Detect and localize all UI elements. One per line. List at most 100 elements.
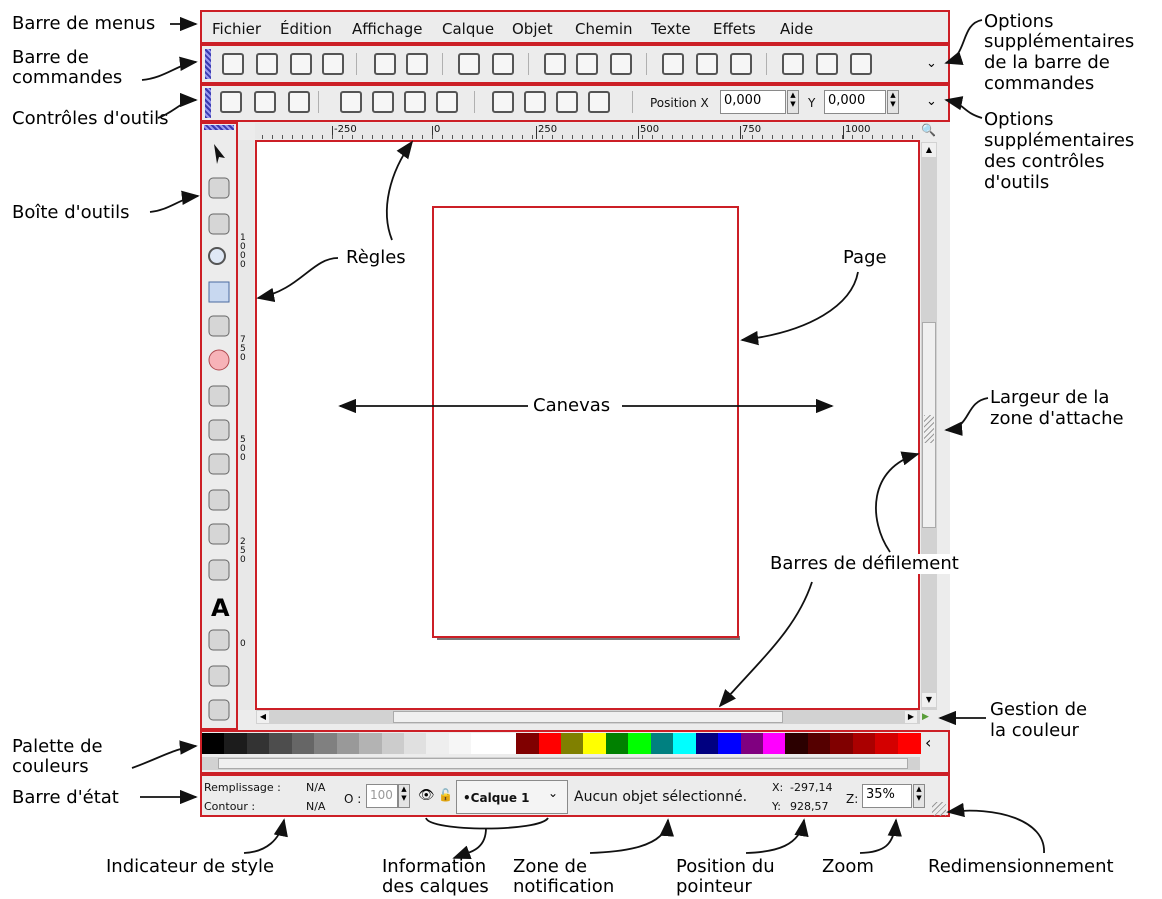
- save-icon[interactable]: [290, 53, 312, 75]
- layer-dropdown-icon[interactable]: ⌄: [548, 786, 559, 800]
- palette-swatch[interactable]: [314, 733, 338, 754]
- position-y-input[interactable]: 0,000: [824, 90, 886, 114]
- group-icon[interactable]: [782, 53, 804, 75]
- palette-swatch[interactable]: [875, 733, 899, 754]
- rotate-ccw-icon[interactable]: [340, 91, 362, 113]
- palette-swatch[interactable]: [516, 733, 540, 754]
- menu-item-3[interactable]: Calque: [442, 20, 495, 38]
- zoom-input[interactable]: 35%: [862, 784, 912, 808]
- menu-item-4[interactable]: Objet: [512, 20, 553, 38]
- menu-item-0[interactable]: Fichier: [212, 20, 262, 38]
- command-bar-grip[interactable]: [205, 49, 211, 79]
- zoom-page-icon[interactable]: [730, 53, 752, 75]
- palette-swatch[interactable]: [650, 733, 674, 754]
- tool-controls-overflow-icon[interactable]: ⌄: [926, 94, 937, 109]
- palette-swatch[interactable]: [471, 733, 495, 754]
- rotate-cw-icon[interactable]: [372, 91, 394, 113]
- horizontal-scroll-thumb[interactable]: [393, 711, 783, 723]
- palette-swatch[interactable]: [852, 733, 876, 754]
- palette-swatch[interactable]: [403, 733, 427, 754]
- palette-swatch[interactable]: [448, 733, 472, 754]
- undo-icon[interactable]: [458, 53, 480, 75]
- zoom-corner-icon[interactable]: 🔍: [921, 123, 936, 137]
- flip-h-icon[interactable]: [404, 91, 426, 113]
- layer-selector[interactable]: [456, 780, 568, 814]
- menu-item-2[interactable]: Affichage: [352, 20, 423, 38]
- flip-v-icon[interactable]: [436, 91, 458, 113]
- print-icon[interactable]: [322, 53, 344, 75]
- zoom-drawing-icon[interactable]: [696, 53, 718, 75]
- palette-swatch[interactable]: [718, 733, 741, 754]
- palette-swatch[interactable]: [785, 733, 809, 754]
- paste-icon[interactable]: [610, 53, 632, 75]
- palette-swatch[interactable]: [605, 733, 629, 754]
- layer-lock-icon[interactable]: 🔓: [438, 788, 453, 802]
- color-management-icon[interactable]: ▶: [922, 712, 929, 722]
- menu-item-7[interactable]: Effets: [713, 20, 756, 38]
- new-document-icon[interactable]: [222, 53, 244, 75]
- position-x-input[interactable]: 0,000: [720, 90, 786, 114]
- palette-swatch[interactable]: [695, 733, 719, 754]
- deselect-icon[interactable]: [288, 91, 310, 113]
- palette-swatch[interactable]: [762, 733, 786, 754]
- open-icon[interactable]: [256, 53, 278, 75]
- palette-swatch[interactable]: [830, 733, 854, 754]
- command-bar-overflow-icon[interactable]: ⌄: [926, 56, 937, 71]
- import-icon[interactable]: [374, 53, 396, 75]
- position-y-stepper[interactable]: ▲ ▼: [887, 90, 899, 114]
- vertical-ruler[interactable]: [238, 140, 254, 710]
- palette-swatch[interactable]: [269, 733, 293, 754]
- palette-scroll-thumb[interactable]: [218, 758, 908, 769]
- select-all-layers-icon[interactable]: [254, 91, 276, 113]
- opacity-input[interactable]: 100: [366, 784, 398, 808]
- palette-swatch[interactable]: [291, 733, 315, 754]
- palette-swatch[interactable]: [381, 733, 405, 754]
- scroll-down-arrow-icon[interactable]: ▼: [922, 693, 936, 707]
- duplicate-icon[interactable]: [544, 53, 566, 75]
- scroll-right-arrow-icon[interactable]: ▶: [905, 711, 917, 723]
- palette-swatch[interactable]: [538, 733, 562, 754]
- redo-icon[interactable]: [492, 53, 514, 75]
- export-icon[interactable]: [406, 53, 428, 75]
- menu-item-5[interactable]: Chemin: [575, 20, 633, 38]
- label-extra-cmd-1: Options: [984, 11, 1054, 32]
- lock-icon[interactable]: [816, 53, 838, 75]
- unlock-icon[interactable]: [850, 53, 872, 75]
- cut-icon[interactable]: [576, 53, 598, 75]
- raise-top-icon[interactable]: [492, 91, 514, 113]
- palette-swatch[interactable]: [583, 733, 607, 754]
- zoom-stepper[interactable]: ▲ ▼: [913, 784, 925, 808]
- palette-swatch[interactable]: [202, 733, 225, 754]
- select-all-icon[interactable]: [220, 91, 242, 113]
- lower-icon[interactable]: [556, 91, 578, 113]
- palette-swatch[interactable]: [807, 733, 831, 754]
- scroll-left-arrow-icon[interactable]: ◀: [257, 711, 269, 723]
- palette-swatch[interactable]: [740, 733, 764, 754]
- palette-swatch[interactable]: [673, 733, 697, 754]
- palette-swatch[interactable]: [561, 733, 584, 754]
- palette-menu-icon[interactable]: ‹: [925, 733, 932, 752]
- horizontal-ruler[interactable]: [255, 123, 920, 139]
- zoom-selection-icon[interactable]: [662, 53, 684, 75]
- palette-swatch[interactable]: [628, 733, 652, 754]
- resize-grip-icon[interactable]: [932, 802, 946, 816]
- menu-item-1[interactable]: Édition: [280, 20, 332, 38]
- snap-width-handle[interactable]: [924, 415, 934, 443]
- raise-icon[interactable]: [524, 91, 546, 113]
- layer-visibility-icon[interactable]: 👁: [418, 788, 435, 803]
- palette-swatch[interactable]: [897, 733, 921, 754]
- scroll-up-arrow-icon[interactable]: ▲: [922, 143, 936, 157]
- menu-item-6[interactable]: Texte: [651, 20, 691, 38]
- palette-swatch[interactable]: [493, 733, 517, 754]
- palette-swatch[interactable]: [224, 733, 248, 754]
- lower-bottom-icon[interactable]: [588, 91, 610, 113]
- palette-swatch[interactable]: [426, 733, 450, 754]
- palette-swatch[interactable]: [336, 733, 360, 754]
- menu-item-8[interactable]: Aide: [780, 20, 814, 38]
- toolbox-grip[interactable]: [204, 125, 234, 130]
- opacity-stepper[interactable]: ▲ ▼: [398, 784, 410, 808]
- tool-controls-grip[interactable]: [205, 88, 211, 118]
- palette-swatch[interactable]: [246, 733, 270, 754]
- position-x-stepper[interactable]: ▲ ▼: [787, 90, 799, 114]
- palette-swatch[interactable]: [359, 733, 382, 754]
